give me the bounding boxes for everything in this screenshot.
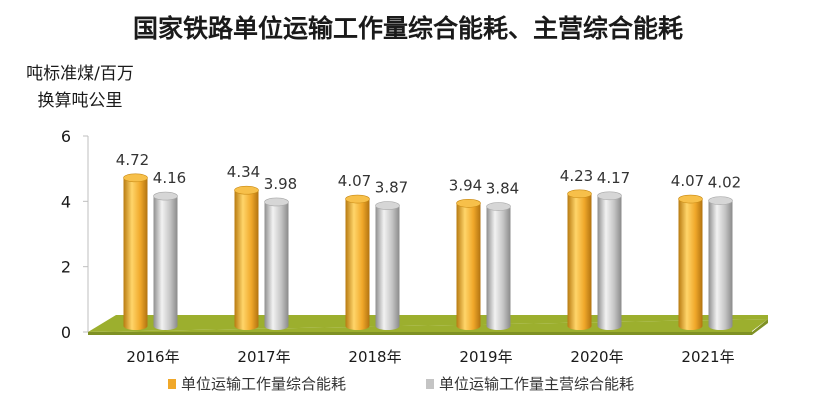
bar-top (567, 189, 592, 199)
data-label-0-0: 4.72 (116, 151, 149, 169)
data-label-3-0: 3.94 (449, 176, 482, 194)
bar-base (123, 322, 148, 330)
legend-label-0: 单位运输工作量综合能耗 (181, 375, 346, 393)
bar-body (345, 199, 370, 326)
bar-body (678, 199, 703, 326)
data-label-4-0: 4.23 (560, 167, 593, 185)
legend-label-1: 单位运输工作量主营综合能耗 (439, 375, 634, 393)
bar-1-1 (264, 197, 289, 330)
category-label-0: 2016年 (126, 348, 179, 366)
bar-base (708, 322, 733, 330)
bar-3-0 (456, 198, 481, 330)
data-label-1-1: 3.98 (264, 175, 297, 193)
bar-base (234, 322, 259, 330)
data-label-2-0: 4.07 (338, 172, 371, 190)
bar-3-1 (486, 202, 511, 330)
bar-top (678, 194, 703, 204)
bar-base (597, 322, 622, 330)
bar-body (708, 200, 733, 326)
bar-base (345, 322, 370, 330)
bar-4-0 (567, 189, 592, 330)
data-label-5-1: 4.02 (708, 174, 741, 192)
bar-top (486, 202, 511, 211)
bar-top (708, 196, 733, 205)
bar-2-0 (345, 194, 370, 330)
category-label-4: 2020年 (570, 348, 623, 366)
data-label-5-0: 4.07 (671, 172, 704, 190)
data-label-4-1: 4.17 (597, 169, 630, 187)
bar-base (264, 322, 289, 330)
data-label-2-1: 3.87 (375, 179, 408, 197)
bar-body (597, 195, 622, 326)
data-labels: 4.724.16 4.343.98 4.07 3.87 3.94 3.844.23 4.17… (116, 151, 741, 198)
bar-0-1 (153, 191, 178, 330)
bar-body (123, 177, 148, 326)
bar-0-0 (123, 173, 148, 330)
bar-base (567, 322, 592, 330)
bar-base (486, 322, 511, 330)
bars (123, 173, 733, 330)
bar-body (264, 201, 289, 326)
y-axis-label-line-2: 换算吨公里 (38, 91, 123, 111)
bar-top (597, 191, 622, 201)
bar-4-1 (597, 191, 622, 330)
bar-body (375, 205, 400, 326)
data-label-1-0: 4.34 (227, 163, 260, 181)
y-tick-label: 6 (61, 127, 71, 146)
bar-base (153, 322, 178, 330)
y-tick-label: 4 (61, 192, 71, 211)
floor-edge (88, 319, 768, 335)
bar-top (123, 173, 148, 183)
bar-body (567, 193, 592, 326)
bar-2-1 (375, 201, 400, 330)
bar-1-0 (234, 185, 259, 330)
bar-top (345, 194, 370, 204)
chart-floor (88, 315, 768, 335)
bar-body (153, 196, 178, 326)
category-label-2: 2018年 (348, 348, 401, 366)
category-label-1: 2017年 (237, 348, 290, 366)
bar-5-1 (708, 196, 733, 330)
data-label-0-1: 4.16 (153, 169, 186, 187)
y-tick-label: 0 (61, 323, 71, 342)
category-label-5: 2021年 (681, 348, 734, 366)
bar-top (153, 191, 178, 201)
bar-base (456, 322, 481, 330)
legend: 单位运输工作量综合能耗 单位运输工作量主营综合能耗 (168, 375, 634, 393)
bar-top (375, 201, 400, 210)
category-labels: 2016年 2017年 2018年 2019年 2020年 2021年 (126, 348, 734, 366)
bar-body (486, 206, 511, 326)
bar-5-0 (678, 194, 703, 330)
bar-top (456, 198, 481, 208)
data-label-3-1: 3.84 (486, 180, 519, 198)
bar-base (375, 322, 400, 330)
chart-title: 国家铁路单位运输工作量综合能耗、主营综合能耗 (133, 14, 683, 43)
y-axis-label-line-1: 吨标准煤/百万 (26, 64, 134, 84)
bar-body (234, 190, 259, 326)
bar-top (234, 185, 259, 195)
bar-base (678, 322, 703, 330)
y-tick-label: 2 (61, 258, 71, 277)
y-axis: 0 2 4 6 (61, 127, 89, 342)
category-label-3: 2019年 (459, 348, 512, 366)
legend-swatch-1 (426, 379, 434, 389)
bar-top (264, 197, 289, 207)
legend-swatch-0 (168, 379, 176, 389)
bar-body (456, 203, 481, 326)
